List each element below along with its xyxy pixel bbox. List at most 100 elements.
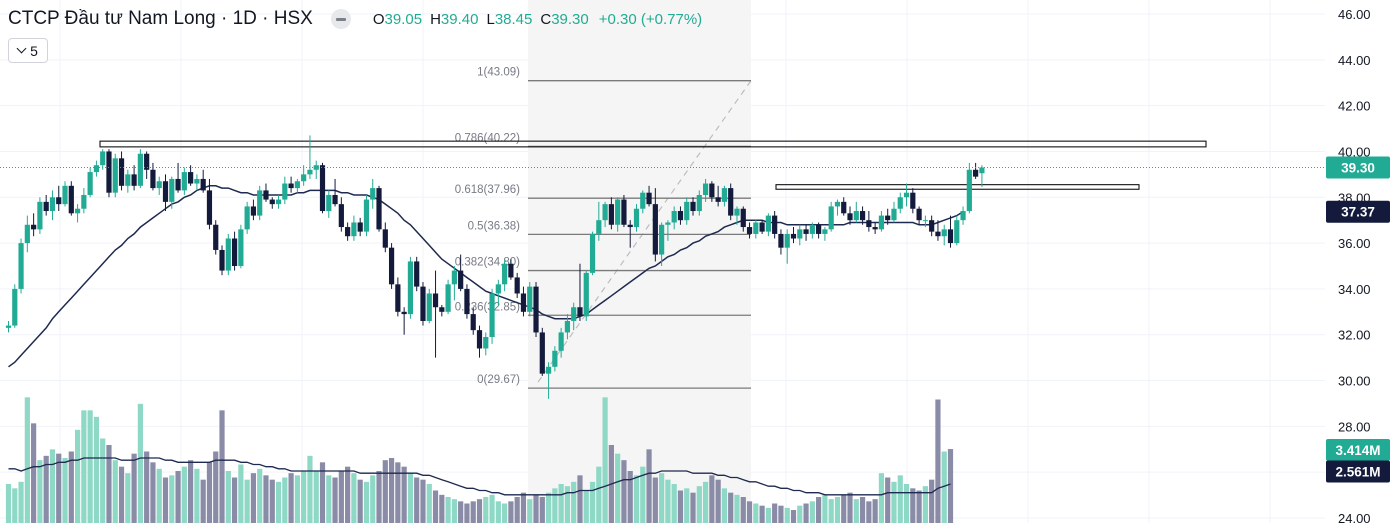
candle: [169, 176, 175, 209]
volume-bar: [313, 471, 319, 523]
candle: [608, 197, 614, 230]
candle-body: [269, 199, 275, 205]
candle-body: [100, 151, 106, 166]
volume-bar: [332, 477, 338, 523]
candle: [244, 201, 250, 234]
candle: [941, 224, 947, 246]
volume-bar: [489, 494, 495, 523]
candle-body: [564, 320, 571, 333]
volume-bar: [652, 477, 658, 523]
volume-bar: [74, 429, 81, 523]
candle-body: [903, 192, 910, 198]
volume-bar: [646, 449, 652, 523]
volume-bar: [816, 497, 822, 523]
volume-bar: [56, 453, 62, 523]
indicator-count: 5: [30, 42, 38, 59]
candle: [690, 197, 696, 216]
candle: [903, 183, 910, 207]
candle-body: [973, 169, 979, 177]
candles: [5, 135, 985, 399]
candle-body: [93, 165, 100, 173]
candle-body: [282, 183, 288, 200]
volume-bar: [797, 505, 803, 523]
candle-body: [508, 263, 514, 278]
price-axis-bg: [1325, 0, 1397, 523]
volume-bar: [772, 503, 778, 523]
volume-bar: [175, 471, 181, 523]
indicator-toggle-button[interactable]: 5: [8, 38, 48, 63]
candle: [715, 185, 721, 207]
candle: [822, 227, 828, 241]
volume-bar: [734, 494, 740, 523]
volume-ma-badge-label: 2.561M: [1335, 465, 1380, 480]
candle-body: [608, 204, 614, 225]
price-tick-label: 40.00: [1338, 144, 1371, 159]
volume-bar: [388, 458, 395, 523]
candle-body: [841, 201, 847, 214]
volume-bar: [834, 497, 841, 523]
fib-background: [528, 0, 751, 523]
volume-bar: [828, 499, 834, 523]
candle-body: [583, 272, 589, 317]
volume-bar: [935, 399, 941, 523]
collapse-legend-button[interactable]: [330, 9, 351, 29]
volume-badge-bg: [1326, 439, 1390, 462]
candle-body: [520, 293, 527, 312]
candle-body: [257, 190, 263, 216]
candle-body: [357, 222, 363, 232]
volume-bar: [357, 479, 363, 523]
candle: [627, 220, 633, 248]
candle-body: [960, 211, 966, 221]
candle-body: [56, 197, 62, 205]
candle: [646, 185, 652, 207]
volume-bar: [891, 481, 897, 523]
candle-body: [910, 192, 916, 209]
candle-body: [18, 243, 24, 289]
volume-bar: [275, 481, 282, 523]
candle: [778, 229, 784, 255]
candle: [665, 220, 671, 241]
candle-body: [514, 277, 520, 294]
candle-body: [125, 174, 131, 186]
candle-body: [231, 238, 238, 266]
price-tick-label: 24.00: [1338, 511, 1371, 523]
volume-bar: [822, 494, 828, 523]
candle: [282, 176, 288, 205]
volume-bar: [263, 475, 269, 523]
volume-bar: [790, 510, 797, 523]
candle: [809, 222, 815, 239]
candle-body: [765, 215, 771, 232]
symbol-title[interactable]: CTCP Đầu tư Nam Long · 1D · HSX: [8, 8, 313, 29]
volume-bar: [351, 473, 357, 523]
volume-bar: [615, 453, 621, 523]
volume-bar: [696, 486, 702, 523]
volume-bar: [583, 490, 589, 523]
candle-body: [834, 201, 841, 207]
candle: [263, 183, 269, 202]
candle-body: [922, 220, 928, 222]
candle-body: [194, 178, 200, 184]
candle: [571, 302, 577, 331]
candle-body: [589, 233, 596, 273]
volume-bar: [929, 479, 935, 523]
candle-body: [828, 206, 834, 230]
volume-bar: [219, 410, 225, 523]
volume-bar: [602, 397, 608, 523]
volume-bar: [545, 492, 552, 523]
volume-bar: [43, 455, 49, 523]
candle-body: [947, 229, 954, 244]
candle-body: [150, 169, 156, 189]
volume-bar: [571, 481, 577, 523]
candle: [916, 206, 922, 225]
volume-bars: [5, 397, 954, 523]
candle: [307, 135, 313, 179]
volume-bar: [319, 462, 326, 523]
fib-retracement: 1(43.09) 0.786(40.22) 0.618(37.96) 0.5(36.3…: [455, 0, 752, 523]
volume-bar: [244, 479, 250, 523]
candle: [363, 194, 370, 237]
candle-body: [37, 201, 43, 230]
price-tick-label: 28.00: [1338, 419, 1371, 434]
volume-bar: [596, 466, 602, 523]
volume-bar: [476, 499, 483, 523]
